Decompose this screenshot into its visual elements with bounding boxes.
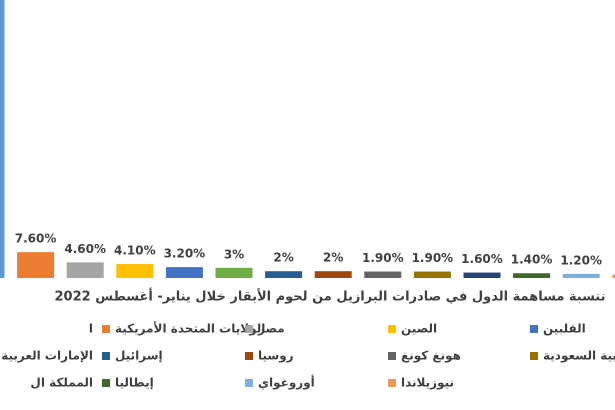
legend-label: الصين — [401, 322, 437, 336]
bar — [66, 262, 104, 278]
legend-label: إسرائيل — [115, 349, 163, 363]
bar — [463, 272, 501, 278]
legend-label: ا — [89, 322, 93, 336]
legend-label: عربية السعودية — [543, 349, 615, 364]
legend-marker — [102, 379, 110, 387]
value-label: 3.20% — [164, 247, 206, 261]
legend-label: إيطاليا — [115, 376, 154, 390]
bar — [215, 267, 253, 278]
legend-label: نيوزيلاندا — [401, 376, 454, 391]
legend-label: هونغ كونغ — [401, 349, 461, 364]
legend-marker — [530, 325, 538, 333]
bar — [413, 271, 451, 278]
legend-marker — [388, 379, 396, 387]
bar — [513, 273, 551, 278]
value-label: 4.10% — [114, 244, 156, 258]
legend-marker — [388, 352, 396, 360]
value-label: 1.20% — [560, 253, 602, 267]
value-label: 2% — [323, 251, 343, 265]
legend-label: مصر — [257, 322, 285, 336]
legend-marker — [245, 379, 253, 387]
value-label: 3% — [224, 247, 244, 261]
value-label: 1.40% — [511, 253, 553, 267]
legend-label: روسيا — [258, 349, 294, 364]
bar — [0, 0, 5, 278]
legend-label: الولايات المتحدة الأمريكية — [115, 321, 265, 337]
legend-marker — [245, 325, 253, 333]
bar — [116, 264, 154, 278]
value-label: 7.60% — [15, 232, 57, 246]
legend-label: الإمارات العربية ال — [0, 349, 93, 363]
legend-label: الفلبين — [543, 322, 586, 336]
bar — [265, 271, 303, 278]
legend-marker — [102, 325, 110, 333]
chart-title: ننسبة مساهمة الدول في صادرات البرازيل من… — [55, 288, 606, 305]
legend-label: المملكة ال — [30, 376, 93, 390]
legend-marker — [102, 352, 110, 360]
bar — [562, 273, 600, 278]
value-label: 2% — [273, 251, 293, 265]
value-label: 4.60% — [64, 242, 106, 256]
legend-marker — [388, 325, 396, 333]
bar — [364, 271, 402, 278]
legend-marker — [530, 352, 538, 360]
bar — [17, 252, 55, 278]
legend-label: أوروغواي — [258, 375, 315, 391]
value-label: 1.60% — [461, 252, 503, 266]
bar — [314, 271, 352, 278]
bar — [165, 267, 203, 278]
bar — [612, 274, 615, 278]
value-label: 1.90% — [412, 251, 454, 265]
legend-marker — [245, 352, 253, 360]
value-label: 1.90% — [362, 251, 404, 265]
